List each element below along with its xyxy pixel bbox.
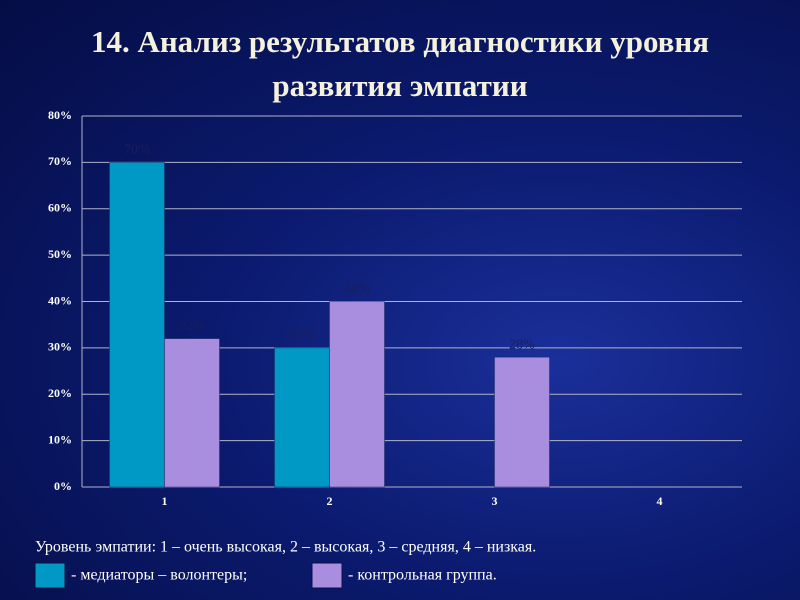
y-tick-label: 40% <box>48 293 72 307</box>
bar <box>109 162 165 488</box>
bar <box>494 356 550 488</box>
legend-label: - медиаторы – волонтеры; <box>71 567 247 584</box>
x-tick-label: 2 <box>327 494 333 508</box>
data-label: 28% <box>509 337 535 352</box>
y-tick-label: 30% <box>48 340 72 354</box>
x-tick-label: 3 <box>492 494 498 508</box>
bar <box>329 301 385 488</box>
data-label: 40% <box>344 282 370 297</box>
bar <box>274 347 330 488</box>
y-tick-label: 10% <box>48 432 72 446</box>
legend-label: - контрольная группа. <box>348 567 497 584</box>
annotation: Уровень эмпатии: 1 – очень высокая, 2 – … <box>35 539 536 556</box>
data-label: 70% <box>124 143 150 158</box>
x-tick-label: 4 <box>657 494 663 508</box>
x-tick-label: 1 <box>162 494 168 508</box>
legend-swatch <box>34 562 66 589</box>
data-label: 30% <box>289 328 315 343</box>
y-tick-label: 60% <box>48 201 72 215</box>
legend-swatch <box>311 562 343 589</box>
y-tick-label: 50% <box>48 247 72 261</box>
bar <box>164 338 220 488</box>
y-tick-label: 20% <box>48 386 72 400</box>
y-tick-label: 80% <box>48 108 72 122</box>
data-label: 32% <box>179 319 205 334</box>
y-tick-label: 0% <box>54 479 72 493</box>
chart-title: 14. Анализ результатов диагностики уровн… <box>90 24 710 103</box>
y-tick-label: 70% <box>48 154 72 168</box>
